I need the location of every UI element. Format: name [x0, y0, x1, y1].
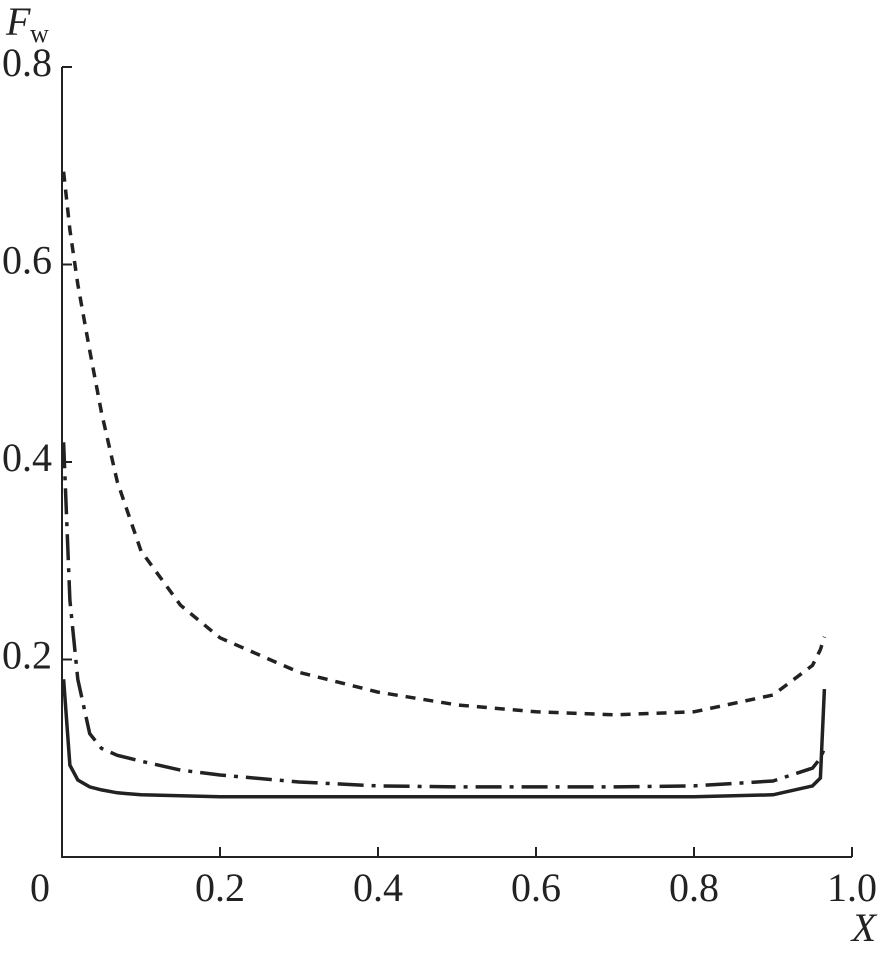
- x-axis-label: X: [850, 905, 878, 950]
- x-tick-label: 0: [30, 865, 50, 910]
- x-tick-label: 0.6: [511, 865, 561, 910]
- curve: [61, 679, 827, 799]
- x-tick-label: 1.0: [827, 865, 877, 910]
- y-axis-label: F: [5, 0, 31, 44]
- y-tick-label: 0.8: [2, 40, 52, 85]
- y-tick-label: 0.4: [2, 435, 52, 480]
- x-tick-label: 0.8: [669, 865, 719, 910]
- y-axis-label-subscript: w: [30, 19, 49, 48]
- curve: [61, 442, 827, 789]
- y-tick-label: 0.2: [2, 633, 52, 678]
- x-tick-label: 0.2: [195, 865, 245, 910]
- y-tick-label: 0.6: [2, 238, 52, 283]
- x-tick-label: 0.4: [353, 865, 403, 910]
- curve: [61, 171, 827, 717]
